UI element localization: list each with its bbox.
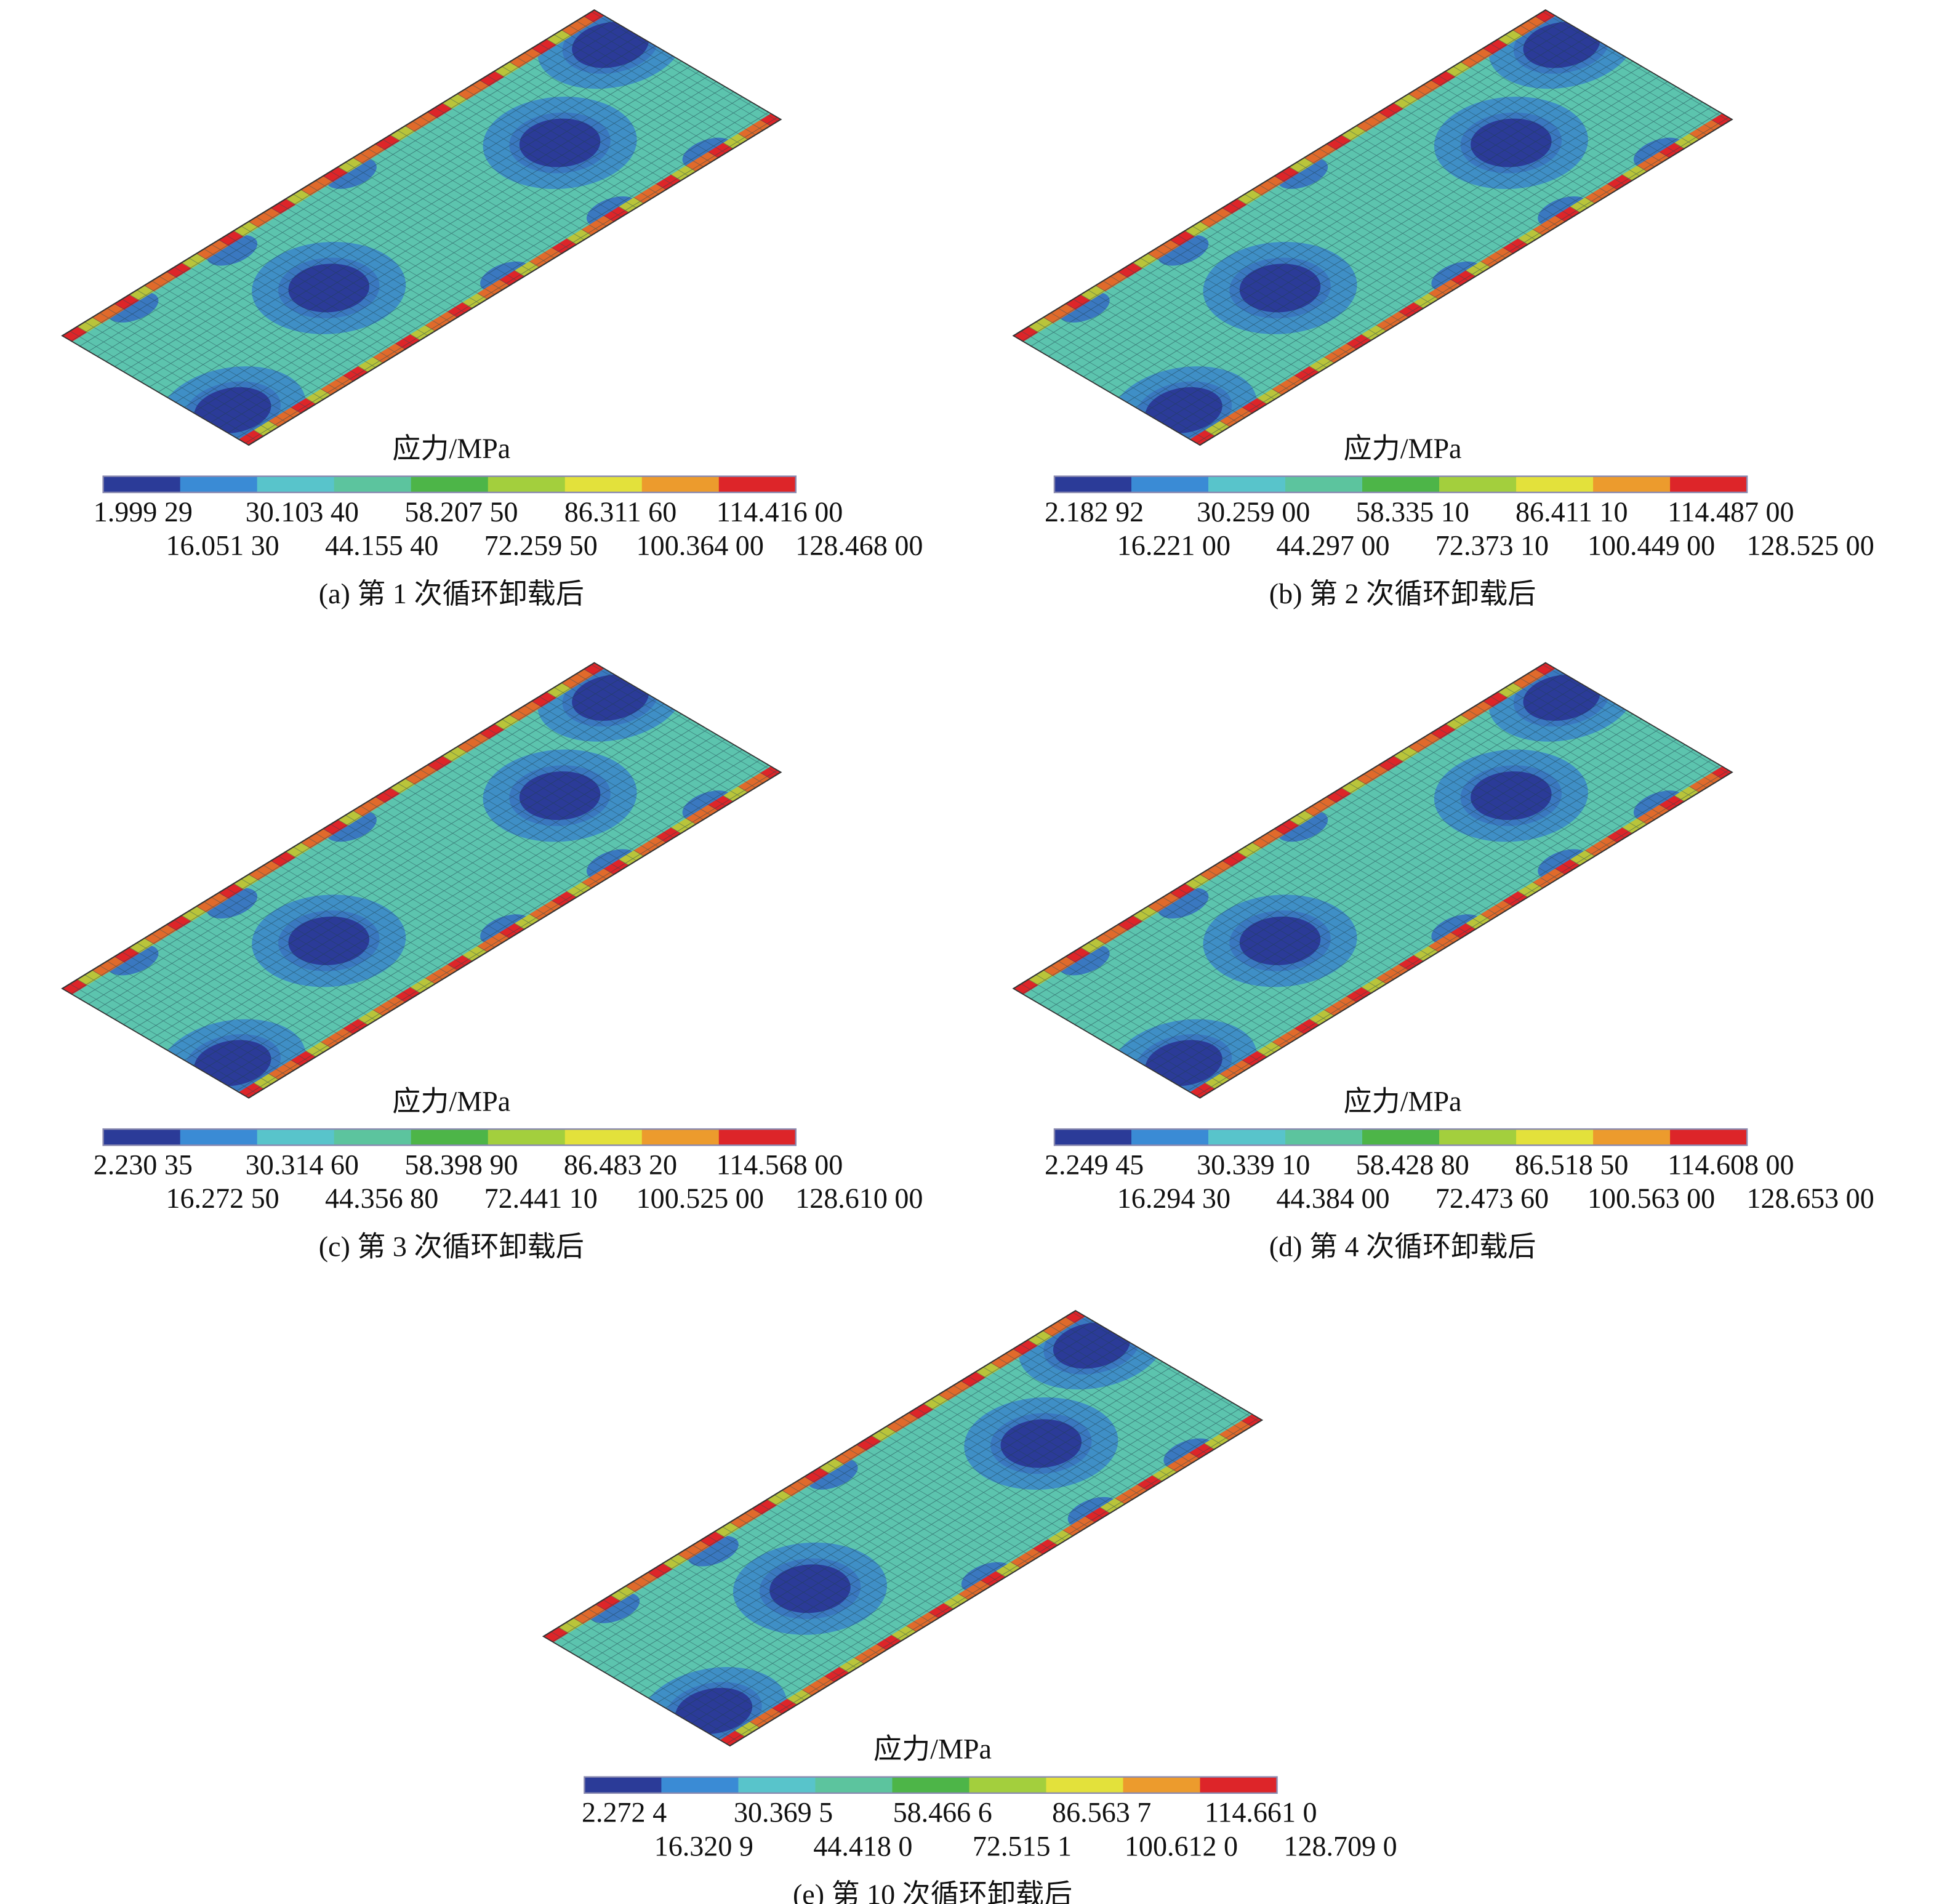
legend-label: 86.311 60	[564, 496, 676, 528]
panel: 应力/MPa 2.249 45 30.339 10 58.428 80 86.518 5…	[1012, 662, 1874, 1263]
panel: 应力/MPa 2.182 92 30.259 00 58.335 10 86.411 1…	[1012, 9, 1874, 609]
legend-label: 2.249 45	[1045, 1149, 1144, 1180]
color-legend	[1053, 1128, 1748, 1146]
legend-label: 72.373 10	[1435, 529, 1549, 561]
legend-label: 58.207 50	[404, 496, 518, 528]
legend-label: 114.416 00	[717, 496, 843, 528]
mesh-plate	[61, 662, 782, 1099]
legend-label: 30.314 60	[246, 1149, 359, 1180]
legend-label: 2.272 4	[582, 1797, 667, 1828]
legend-label: 114.568 00	[717, 1149, 843, 1180]
legend-label: 30.103 40	[246, 496, 359, 528]
legend-title: 应力/MPa	[392, 433, 510, 464]
color-legend	[102, 475, 797, 494]
caption: (b) 第 2 次循环卸载后	[1269, 578, 1536, 609]
panel: 应力/MPa 2.230 35 30.314 60 58.398 90 86.483 2…	[61, 662, 923, 1263]
legend-label: 30.339 10	[1197, 1149, 1310, 1180]
legend-label: 86.563 7	[1052, 1797, 1151, 1828]
legend-label: 128.525 00	[1747, 529, 1874, 561]
legend-title: 应力/MPa	[392, 1085, 510, 1117]
caption: (a) 第 1 次循环卸载后	[319, 578, 584, 609]
legend-title: 应力/MPa	[1344, 433, 1462, 464]
legend-label: 114.608 00	[1668, 1149, 1794, 1180]
legend-label: 1.999 29	[94, 496, 193, 528]
legend-label: 128.653 00	[1747, 1183, 1874, 1214]
legend-label: 86.483 20	[564, 1149, 677, 1180]
caption: (e) 第 10 次循环卸载后	[793, 1879, 1072, 1904]
legend-label: 16.272 50	[166, 1183, 279, 1214]
legend-label: 100.612 0	[1125, 1830, 1238, 1862]
legend-label: 72.515 1	[973, 1830, 1072, 1862]
legend-label: 58.466 6	[893, 1797, 992, 1828]
legend-label: 44.418 0	[813, 1830, 912, 1862]
legend-label: 44.356 80	[325, 1183, 438, 1214]
mesh-plate	[542, 1309, 1264, 1747]
legend-label: 128.610 00	[795, 1183, 923, 1214]
legend-label: 72.259 50	[484, 529, 598, 561]
legend-label: 72.441 10	[484, 1183, 598, 1214]
legend-label: 114.487 00	[1668, 496, 1794, 528]
legend-label: 2.182 92	[1045, 496, 1144, 528]
legend-label: 44.155 40	[325, 529, 438, 561]
legend-label: 16.221 00	[1117, 529, 1230, 561]
panel: 应力/MPa 1.999 29 30.103 40 58.207 50 86.311 6…	[61, 9, 923, 609]
color-legend	[584, 1776, 1278, 1794]
legend-label: 44.384 00	[1276, 1183, 1389, 1214]
legend-label: 16.051 30	[166, 529, 279, 561]
legend-title: 应力/MPa	[873, 1733, 992, 1765]
mesh-plate	[61, 9, 782, 446]
color-legend	[102, 1128, 797, 1146]
legend-label: 16.320 9	[654, 1830, 753, 1862]
legend-label: 58.335 10	[1356, 496, 1469, 528]
legend-label: 16.294 30	[1117, 1183, 1230, 1214]
caption: (c) 第 3 次循环卸载后	[319, 1231, 584, 1263]
legend-label: 86.518 50	[1515, 1149, 1628, 1180]
mesh-plate	[1012, 662, 1733, 1099]
legend-label: 86.411 10	[1515, 496, 1628, 528]
legend-label: 100.563 00	[1588, 1183, 1715, 1214]
legend-label: 30.369 5	[734, 1797, 833, 1828]
legend-label: 100.449 00	[1588, 529, 1715, 561]
legend-label: 44.297 00	[1276, 529, 1389, 561]
caption: (d) 第 4 次循环卸载后	[1269, 1231, 1536, 1263]
legend-label: 72.473 60	[1435, 1183, 1549, 1214]
mesh-plate	[1012, 9, 1733, 446]
legend-label: 128.709 0	[1283, 1830, 1397, 1862]
legend-label: 58.428 80	[1356, 1149, 1469, 1180]
legend-label: 114.661 0	[1205, 1797, 1317, 1828]
color-legend	[1053, 475, 1748, 494]
legend-label: 2.230 35	[94, 1149, 193, 1180]
legend-label: 30.259 00	[1197, 496, 1310, 528]
legend-label: 128.468 00	[795, 529, 923, 561]
panel: 应力/MPa 2.272 4 30.369 5 58.466 6 86.563 7 114…	[542, 1309, 1397, 1904]
legend-label: 58.398 90	[404, 1149, 518, 1180]
legend-label: 100.525 00	[636, 1183, 764, 1214]
legend-label: 100.364 00	[636, 529, 764, 561]
legend-title: 应力/MPa	[1344, 1085, 1462, 1117]
